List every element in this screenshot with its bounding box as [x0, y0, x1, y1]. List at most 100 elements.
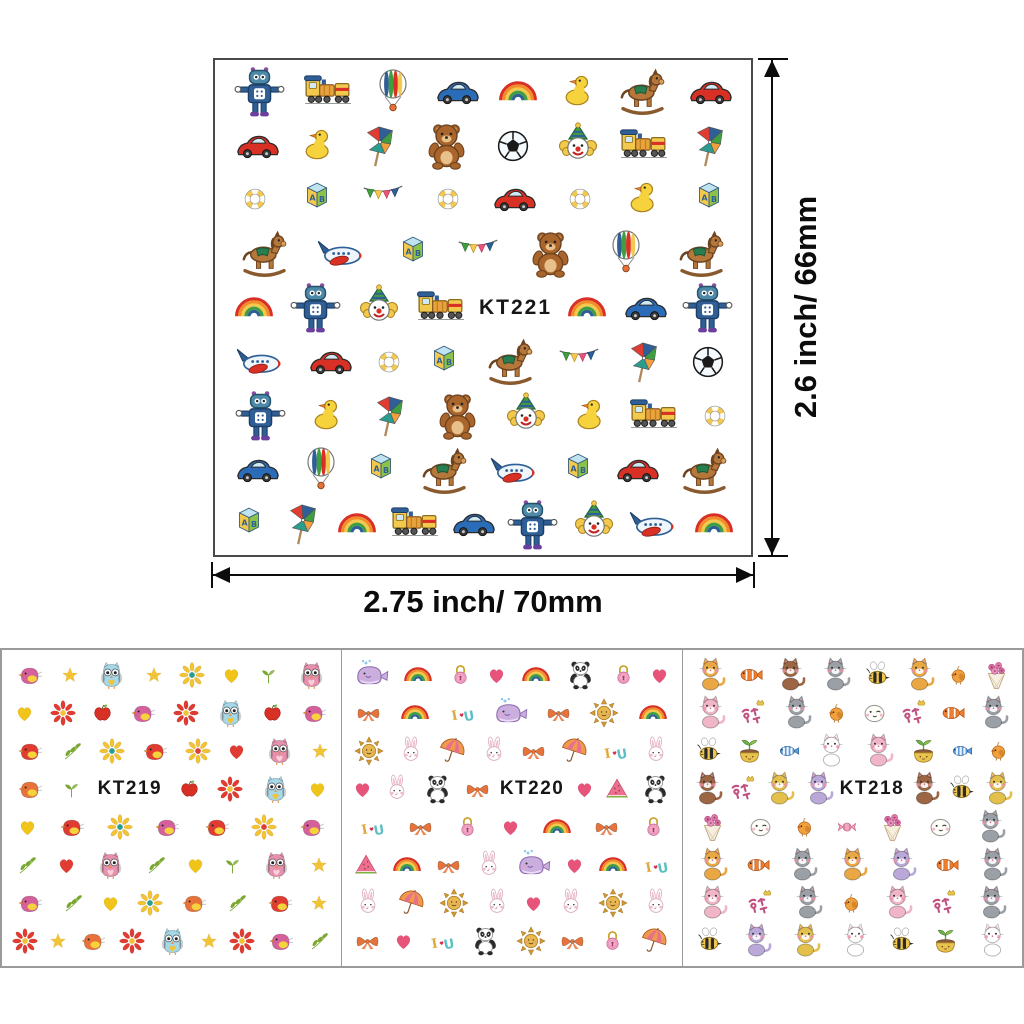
rabbit-sticker [556, 888, 586, 918]
fish-clown-sticker [737, 661, 765, 689]
sticker-row [688, 694, 1017, 732]
fish-clown-sticker [744, 851, 772, 879]
cat-sticker [789, 885, 826, 922]
sticker-row [688, 922, 1017, 960]
flower-sticker [119, 928, 145, 954]
rabbit-sticker [474, 850, 504, 880]
iu-sticker [427, 926, 457, 956]
sheet-code-label: KT218 [839, 778, 905, 799]
bow-sticker [545, 700, 572, 727]
rainbow-sticker [541, 811, 573, 843]
block-sticker [425, 343, 463, 381]
bird-sticker [265, 888, 295, 918]
rabbit-sticker [396, 736, 426, 766]
heart-sticker [221, 665, 242, 686]
bear-sticker [431, 389, 484, 442]
star-sticker [200, 932, 218, 950]
bow-sticker [559, 928, 586, 955]
rainbow-sticker [520, 659, 552, 691]
sticker-row [7, 884, 336, 922]
car-sticker [234, 447, 280, 493]
hangul-sticker [728, 774, 759, 805]
apple-sticker [91, 702, 114, 725]
airplane-sticker [628, 498, 681, 551]
flower-sticker [217, 776, 243, 802]
sticker-row [225, 443, 741, 498]
owl-sticker [95, 659, 128, 692]
sheet-code-label: KT220 [499, 778, 565, 799]
hangul-sticker [899, 698, 930, 729]
cat-sticker [975, 695, 1012, 732]
owl-sticker [94, 849, 127, 882]
heart-sticker [352, 779, 373, 800]
sticker-row [225, 119, 741, 172]
robot-sticker [506, 498, 559, 551]
sticker-row [225, 64, 741, 119]
clown-sticker [502, 392, 550, 440]
sticker-row [347, 732, 676, 770]
arrow-right-icon [736, 567, 753, 583]
bird-sticker [297, 812, 327, 842]
lifebuoy-sticker [563, 182, 597, 216]
lock-sticker [640, 814, 667, 841]
bird-sticker [266, 926, 296, 956]
sticker-row [688, 656, 1017, 694]
horse-sticker [237, 226, 292, 281]
sticker-sheet-kt218: KT218 [681, 650, 1022, 966]
cat-sticker [694, 885, 731, 922]
lifebuoy-sticker [698, 399, 732, 433]
bird-sticker [128, 698, 158, 728]
umbrella-sticker [638, 925, 670, 957]
sticker-row [225, 498, 741, 551]
sun-sticker [438, 887, 470, 919]
heart-sticker [56, 855, 77, 876]
flags-sticker [361, 177, 405, 221]
cat-sticker [883, 847, 920, 884]
whale-sticker [354, 657, 390, 693]
flower-sticker [173, 700, 199, 726]
flower-sticker [99, 738, 125, 764]
star-sticker [311, 742, 329, 760]
car-sticker [234, 123, 280, 169]
cat-sticker [817, 657, 854, 694]
clown-sticker [355, 284, 403, 332]
star-sticker [61, 666, 79, 684]
flower-sticker [229, 928, 255, 954]
rabbit-sticker [641, 888, 671, 918]
block-sticker [298, 180, 336, 218]
sticker-row [7, 732, 336, 770]
bow-sticker [355, 700, 382, 727]
sprout-pot-sticker [734, 736, 765, 767]
cat-sticker [772, 657, 809, 694]
bird-sticker [15, 660, 45, 690]
bird-sticker [15, 774, 45, 804]
cat-sticker [974, 847, 1011, 884]
leaves-sticker [60, 739, 84, 763]
heart-sticker [500, 817, 521, 838]
rainbow-sticker [637, 697, 669, 729]
lifebuoy-sticker [238, 182, 272, 216]
chick-sticker [824, 700, 850, 726]
sprout-pot-sticker [930, 926, 961, 957]
owl-sticker [214, 697, 247, 730]
sticker-row [347, 656, 676, 694]
hangul-sticker [745, 888, 776, 919]
rainbow-sticker [597, 849, 629, 881]
arrow-up-icon [764, 60, 780, 77]
sticker-row [225, 226, 741, 281]
balloon-sticker [369, 68, 417, 116]
sun-sticker [588, 697, 620, 729]
cat-sticker [901, 657, 938, 694]
sticker-row [347, 808, 676, 846]
cat-sticker [800, 771, 837, 808]
whale-sticker [493, 695, 529, 731]
dimension-tick [753, 562, 755, 588]
cat-sticker [837, 923, 874, 960]
sticker-row [7, 846, 336, 884]
bee-sticker [862, 660, 893, 691]
flower-sticker [50, 700, 76, 726]
sheet-code-label: KT219 [97, 778, 163, 799]
rainbow-sticker [496, 70, 540, 114]
lock-sticker [610, 662, 637, 689]
